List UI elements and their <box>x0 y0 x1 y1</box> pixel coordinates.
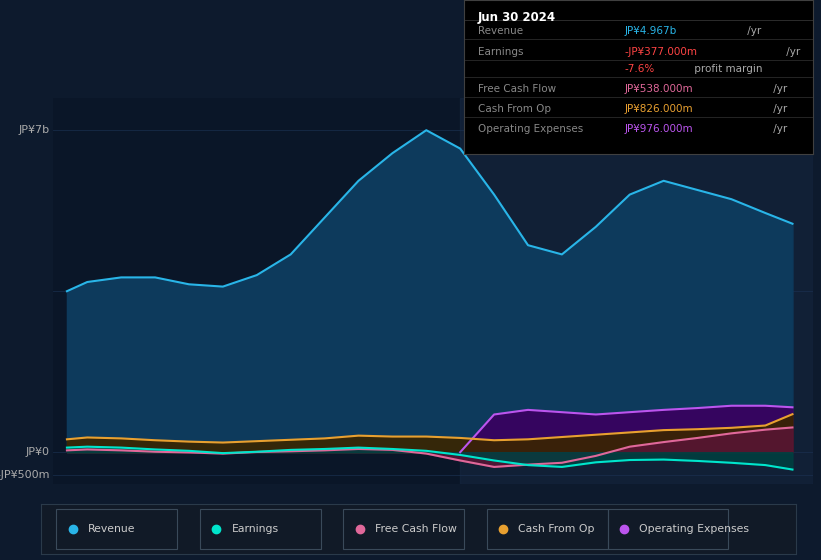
Text: 2017: 2017 <box>277 515 305 525</box>
Text: profit margin: profit margin <box>690 64 762 74</box>
Text: Jun 30 2024: Jun 30 2024 <box>478 11 556 24</box>
Text: -JP¥500m: -JP¥500m <box>0 470 49 480</box>
Text: JP¥0: JP¥0 <box>25 447 49 457</box>
Text: 2023: 2023 <box>683 515 712 525</box>
Text: -JP¥377.000m: -JP¥377.000m <box>624 48 697 57</box>
Text: /yr: /yr <box>770 85 787 94</box>
Text: JP¥976.000m: JP¥976.000m <box>624 124 693 134</box>
Text: JP¥4.967b: JP¥4.967b <box>624 26 677 36</box>
Bar <box>461 98 813 484</box>
Text: Free Cash Flow: Free Cash Flow <box>478 85 556 94</box>
Text: Revenue: Revenue <box>478 26 523 36</box>
Text: -7.6%: -7.6% <box>624 64 654 74</box>
Text: JP¥7b: JP¥7b <box>18 125 49 135</box>
Text: /yr: /yr <box>744 26 761 36</box>
Text: /yr: /yr <box>770 104 787 114</box>
Text: Operating Expenses: Operating Expenses <box>640 524 750 534</box>
Text: JP¥538.000m: JP¥538.000m <box>624 85 693 94</box>
Text: 2019: 2019 <box>412 515 440 525</box>
Text: Earnings: Earnings <box>232 524 278 534</box>
Text: 2016: 2016 <box>209 515 237 525</box>
Text: Free Cash Flow: Free Cash Flow <box>375 524 456 534</box>
Text: 2021: 2021 <box>548 515 576 525</box>
Text: Operating Expenses: Operating Expenses <box>478 124 583 134</box>
Text: Cash From Op: Cash From Op <box>478 104 551 114</box>
Text: 2022: 2022 <box>616 515 644 525</box>
Text: Revenue: Revenue <box>88 524 135 534</box>
Text: Cash From Op: Cash From Op <box>518 524 595 534</box>
Text: Earnings: Earnings <box>478 48 523 57</box>
Text: /yr: /yr <box>770 124 787 134</box>
Text: 2018: 2018 <box>344 515 373 525</box>
Text: 2024: 2024 <box>751 515 779 525</box>
Text: 2020: 2020 <box>480 515 508 525</box>
Text: JP¥826.000m: JP¥826.000m <box>624 104 693 114</box>
Text: 2014: 2014 <box>73 515 101 525</box>
Text: /yr: /yr <box>783 48 800 57</box>
Text: 2015: 2015 <box>141 515 169 525</box>
